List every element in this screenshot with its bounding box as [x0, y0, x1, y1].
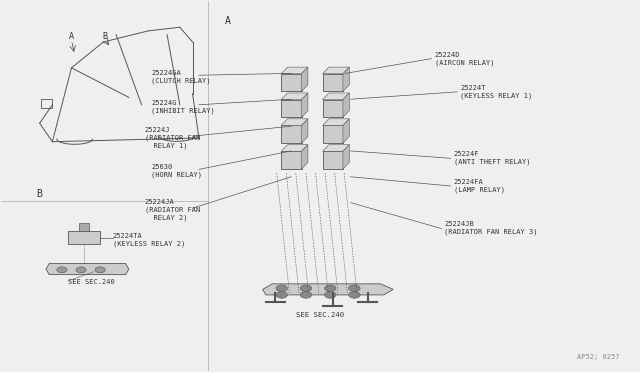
Text: SEE SEC.240: SEE SEC.240: [296, 312, 344, 318]
Polygon shape: [323, 93, 349, 100]
Bar: [79, 223, 90, 231]
Circle shape: [300, 285, 312, 292]
Polygon shape: [46, 263, 129, 275]
Circle shape: [349, 285, 360, 292]
Polygon shape: [323, 67, 349, 74]
Polygon shape: [343, 119, 349, 143]
Text: 25224JA
(RADIATOR FAN
  RELAY 2): 25224JA (RADIATOR FAN RELAY 2): [145, 199, 200, 221]
Bar: [281, 74, 301, 92]
Bar: [323, 151, 343, 169]
Polygon shape: [301, 119, 308, 143]
Polygon shape: [301, 145, 308, 169]
Polygon shape: [343, 67, 349, 92]
Text: 25224D
(AIRCON RELAY): 25224D (AIRCON RELAY): [435, 52, 494, 65]
Polygon shape: [281, 67, 308, 74]
Polygon shape: [281, 119, 308, 125]
Text: 25224G
(INHIBIT RELAY): 25224G (INHIBIT RELAY): [151, 100, 215, 113]
Text: 25224F
(ANTI THEFT RELAY): 25224F (ANTI THEFT RELAY): [454, 151, 531, 165]
Bar: [323, 125, 343, 143]
Bar: [68, 231, 100, 244]
Text: A: A: [225, 16, 230, 26]
Text: 25224JB
(RADIATOR FAN RELAY 3): 25224JB (RADIATOR FAN RELAY 3): [444, 221, 538, 235]
Circle shape: [324, 285, 336, 292]
Circle shape: [324, 292, 336, 298]
Polygon shape: [301, 67, 308, 92]
Bar: [323, 100, 343, 117]
Bar: [281, 125, 301, 143]
Text: 25630
(HORN RELAY): 25630 (HORN RELAY): [151, 164, 202, 178]
Text: 25224J
(RADIATOR FAN
  RELAY 1): 25224J (RADIATOR FAN RELAY 1): [145, 127, 200, 149]
Circle shape: [57, 267, 67, 273]
Circle shape: [349, 292, 360, 298]
Bar: [41, 99, 52, 109]
Text: 25224T
(KEYLESS RELAY 1): 25224T (KEYLESS RELAY 1): [460, 85, 532, 99]
Circle shape: [76, 267, 86, 273]
Polygon shape: [323, 119, 349, 125]
Text: AP52; 0257: AP52; 0257: [577, 353, 620, 359]
Polygon shape: [262, 284, 394, 295]
Text: A: A: [69, 32, 74, 41]
Text: SEE SEC.240: SEE SEC.240: [68, 279, 115, 285]
Polygon shape: [343, 145, 349, 169]
Polygon shape: [281, 145, 308, 151]
Circle shape: [276, 285, 287, 292]
Text: B: B: [103, 32, 108, 41]
Polygon shape: [323, 145, 349, 151]
Circle shape: [276, 292, 287, 298]
Polygon shape: [343, 93, 349, 117]
Circle shape: [95, 267, 105, 273]
Bar: [323, 74, 343, 92]
Text: 25224TA
(KEYLESS RELAY 2): 25224TA (KEYLESS RELAY 2): [113, 232, 185, 247]
Circle shape: [300, 292, 312, 298]
Text: 25224FA
(LAMP RELAY): 25224FA (LAMP RELAY): [454, 179, 505, 193]
Polygon shape: [281, 93, 308, 100]
Polygon shape: [301, 93, 308, 117]
Bar: [281, 100, 301, 117]
Text: B: B: [36, 189, 42, 199]
Bar: [281, 151, 301, 169]
Text: 25224GA
(CLUTCH RELAY): 25224GA (CLUTCH RELAY): [151, 70, 211, 84]
